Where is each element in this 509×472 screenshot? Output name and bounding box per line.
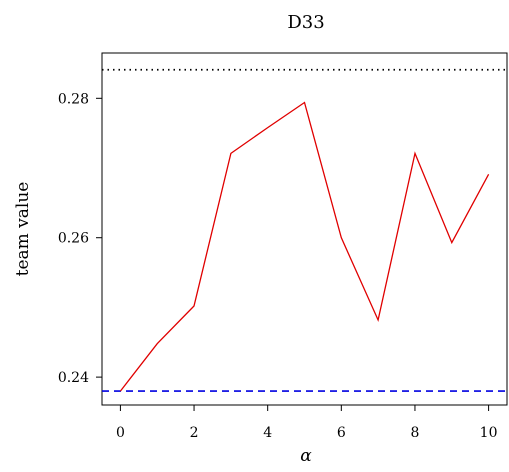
x-tick-label: 4 [263, 425, 272, 441]
series-line [119, 101, 490, 392]
y-tick-label: 0.28 [58, 91, 89, 107]
x-tick-label: 8 [410, 425, 419, 441]
x-tick-label: 10 [480, 425, 498, 441]
y-tick-label: 0.26 [58, 231, 89, 247]
reference-lines [102, 68, 507, 392]
series-group [119, 101, 490, 392]
chart-title: D33 [287, 12, 324, 33]
plot-frame [101, 52, 508, 406]
x-axis-label: α [300, 446, 312, 466]
x-tick-label: 0 [116, 425, 125, 441]
y-axis-label: team value [13, 182, 33, 277]
x-tick-label: 2 [190, 425, 199, 441]
y-axis: 0.24 0.26 0.28 [58, 91, 102, 386]
y-tick-label: 0.24 [58, 370, 89, 386]
x-axis: 0 2 4 6 8 10 [116, 405, 498, 441]
x-tick-label: 6 [337, 425, 346, 441]
